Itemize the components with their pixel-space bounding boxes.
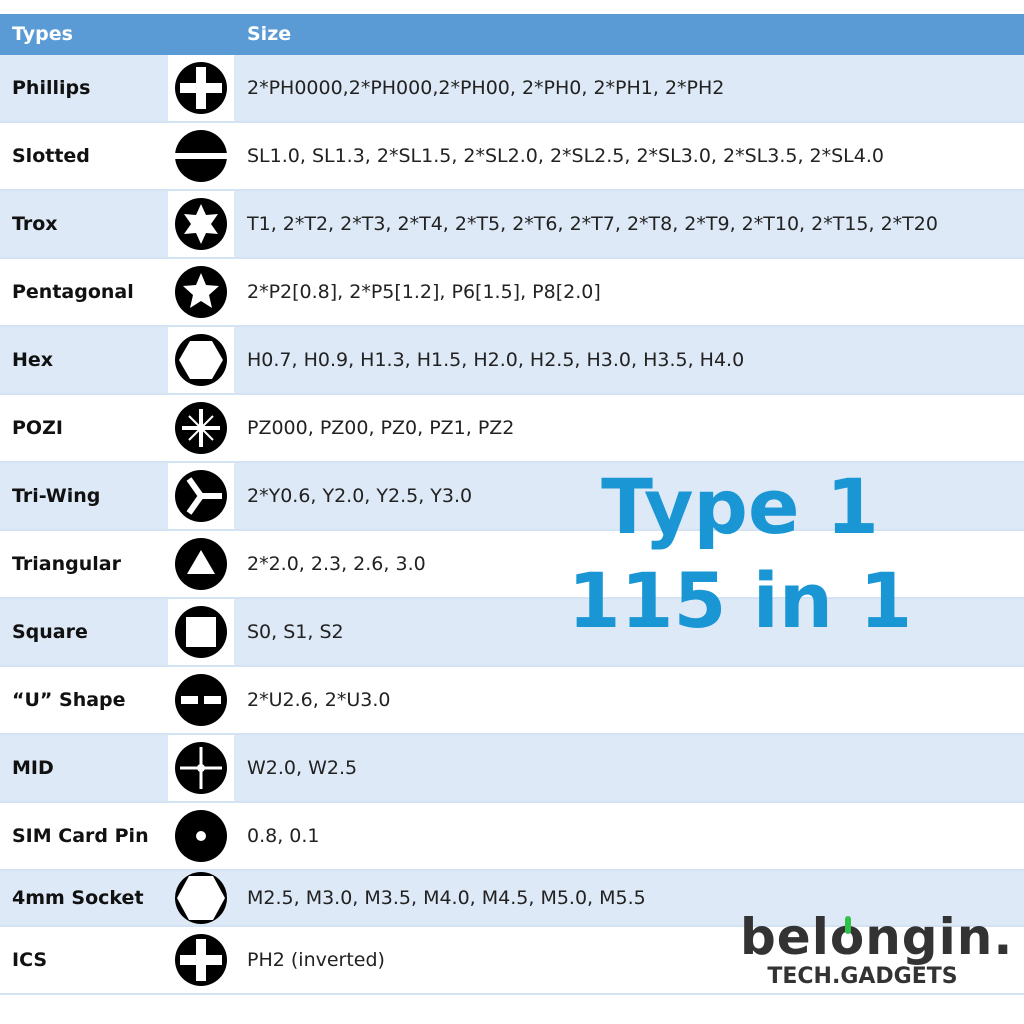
bit-types-table: Types Size Phillips 2*PH0000,2*PH000,2*PH… bbox=[0, 14, 1024, 995]
table-row: SIM Card Pin 0.8, 0.1 bbox=[0, 803, 1024, 871]
hex-icon bbox=[168, 327, 234, 393]
type-sizes: 2*U2.6, 2*U3.0 bbox=[247, 689, 391, 711]
tri-wing-icon bbox=[168, 463, 234, 529]
type-name: ICS bbox=[12, 949, 48, 971]
type-sizes: M2.5, M3.0, M3.5, M4.0, M4.5, M5.0, M5.5 bbox=[234, 871, 1024, 925]
table-row: ICS PH2 (inverted) bbox=[0, 927, 1024, 995]
logo-tagline: TECH.GADGETS bbox=[767, 964, 958, 989]
type-name: Square bbox=[0, 599, 168, 665]
pentalobe-icon bbox=[168, 259, 234, 325]
type-name: Triangular bbox=[12, 553, 121, 575]
type-name: POZI bbox=[12, 417, 63, 439]
table-row: “U” Shape 2*U2.6, 2*U3.0 bbox=[0, 667, 1024, 735]
overlay-count: 115 in 1 bbox=[567, 556, 913, 645]
type-sizes: PH2 (inverted) bbox=[247, 949, 385, 971]
type-sizes: H0.7, H0.9, H1.3, H1.5, H2.0, H2.5, H3.0… bbox=[234, 327, 1024, 393]
type-name: “U” Shape bbox=[12, 689, 126, 711]
phillips-icon bbox=[168, 55, 234, 121]
type-name: Tri-Wing bbox=[0, 463, 168, 529]
type-name: SIM Card Pin bbox=[12, 825, 149, 847]
torx-icon bbox=[168, 191, 234, 257]
table-row: Trox T1, 2*T2, 2*T3, 2*T4, 2*T5, 2*T6, 2*… bbox=[0, 191, 1024, 259]
u-shape-icon bbox=[168, 667, 234, 733]
type-name: Phillips bbox=[0, 55, 168, 121]
type-name: Hex bbox=[0, 327, 168, 393]
brand-logo: belongin. TECH.GADGETS bbox=[740, 908, 1014, 989]
table-row: MID W2.0, W2.5 bbox=[0, 735, 1024, 803]
table-header: Types Size bbox=[0, 14, 1024, 55]
table-row: Square S0, S1, S2 bbox=[0, 599, 1024, 667]
table-row: Hex H0.7, H0.9, H1.3, H1.5, H2.0, H2.5, H… bbox=[0, 327, 1024, 395]
type-name: Trox bbox=[0, 191, 168, 257]
table-row: Triangular 2*2.0, 2.3, 2.6, 3.0 bbox=[0, 531, 1024, 599]
type-name: Pentagonal bbox=[12, 281, 134, 303]
type-sizes: 0.8, 0.1 bbox=[247, 825, 320, 847]
type-sizes: SL1.0, SL1.3, 2*SL1.5, 2*SL2.0, 2*SL2.5,… bbox=[247, 145, 884, 167]
ics-icon bbox=[168, 927, 234, 993]
type-name: MID bbox=[0, 735, 168, 801]
type-name: 4mm Socket bbox=[0, 871, 168, 925]
pozi-icon bbox=[168, 395, 234, 461]
socket-icon bbox=[168, 871, 234, 925]
type-sizes: 2*PH0000,2*PH000,2*PH00, 2*PH0, 2*PH1, 2… bbox=[234, 55, 1024, 121]
type-sizes: S0, S1, S2 bbox=[234, 599, 1024, 665]
type-name: Slotted bbox=[12, 145, 90, 167]
table-row: POZI PZ000, PZ00, PZ0, PZ1, PZ2 bbox=[0, 395, 1024, 463]
type-sizes: T1, 2*T2, 2*T3, 2*T4, 2*T5, 2*T6, 2*T7, … bbox=[234, 191, 1024, 257]
type-sizes: W2.0, W2.5 bbox=[234, 735, 1024, 801]
table-row: Tri-Wing 2*Y0.6, Y2.0, Y2.5, Y3.0 bbox=[0, 463, 1024, 531]
type-sizes: 2*P2[0.8], 2*P5[1.2], P6[1.5], P8[2.0] bbox=[247, 281, 601, 303]
square-icon bbox=[168, 599, 234, 665]
slotted-icon bbox=[168, 123, 234, 189]
overlay-type: Type 1 bbox=[601, 462, 879, 551]
triangle-icon bbox=[168, 531, 234, 597]
type-sizes: PZ000, PZ00, PZ0, PZ1, PZ2 bbox=[247, 417, 515, 439]
header-types: Types bbox=[12, 23, 73, 45]
mid-icon bbox=[168, 735, 234, 801]
table-row: Pentagonal 2*P2[0.8], 2*P5[1.2], P6[1.5],… bbox=[0, 259, 1024, 327]
type-sizes: 2*2.0, 2.3, 2.6, 3.0 bbox=[247, 553, 426, 575]
table-row: Phillips 2*PH0000,2*PH000,2*PH00, 2*PH0, … bbox=[0, 55, 1024, 123]
header-size: Size bbox=[247, 23, 292, 45]
table-row: Slotted SL1.0, SL1.3, 2*SL1.5, 2*SL2.0, 2… bbox=[0, 123, 1024, 191]
table-row: 4mm Socket M2.5, M3.0, M3.5, M4.0, M4.5, … bbox=[0, 871, 1024, 927]
sim-pin-icon bbox=[168, 803, 234, 869]
type-sizes: 2*Y0.6, Y2.0, Y2.5, Y3.0 bbox=[234, 463, 1024, 529]
